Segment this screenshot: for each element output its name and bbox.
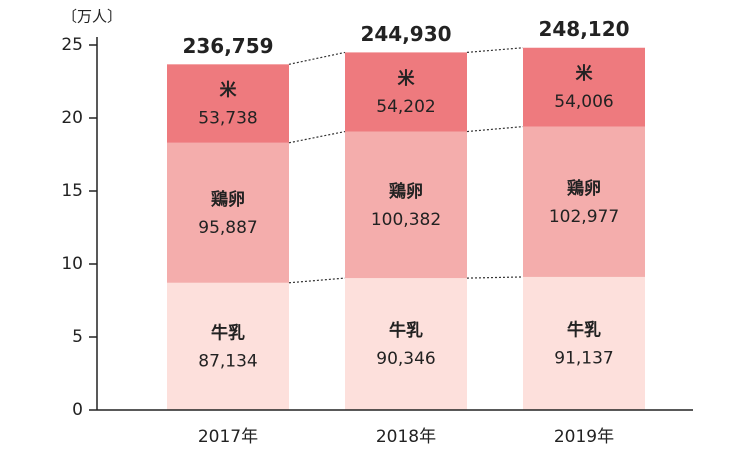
- connector: [288, 130, 346, 144]
- connector: [466, 276, 524, 279]
- segment-value: 91,137: [554, 348, 613, 368]
- y-axis-label: 〔万人〕: [62, 8, 122, 26]
- bar-segment: [523, 276, 645, 410]
- segment-value: 54,202: [376, 97, 435, 117]
- total-label: 248,120: [538, 17, 629, 41]
- bar-segment: [345, 278, 467, 410]
- segment-name: 米: [576, 63, 594, 84]
- segment-name: 牛乳: [389, 320, 423, 341]
- connector: [288, 51, 346, 65]
- connector: [288, 277, 346, 284]
- bar-segment: [523, 126, 645, 277]
- segment-value: 95,887: [198, 218, 257, 238]
- x-tick-label: 2018年: [376, 427, 436, 447]
- bar-segment: [523, 47, 645, 127]
- bar-segment: [167, 282, 289, 410]
- segment-name: 牛乳: [211, 322, 245, 343]
- bar-segment: [345, 131, 467, 279]
- bar-segment: [167, 142, 289, 283]
- segment-value: 100,382: [371, 210, 441, 230]
- segment-value: 54,006: [554, 92, 613, 112]
- y-tick-label: 5: [72, 327, 83, 347]
- segment-name: 米: [398, 68, 416, 89]
- bar-segment: [345, 52, 467, 132]
- y-tick-label: 10: [61, 254, 83, 274]
- segment-name: 鶏卵: [211, 189, 245, 210]
- bar-segment: [167, 64, 289, 143]
- segment-value: 102,977: [549, 207, 619, 227]
- segment-value: 53,738: [198, 109, 257, 129]
- segment-value: 90,346: [376, 349, 435, 369]
- connector: [466, 47, 524, 54]
- segment-name: 鶏卵: [389, 181, 423, 202]
- segment-name: 牛乳: [567, 319, 601, 340]
- y-tick-label: 0: [72, 400, 83, 420]
- x-tick-label: 2017年: [198, 427, 258, 447]
- y-tick-label: 25: [61, 35, 83, 55]
- total-label: 244,930: [360, 22, 451, 46]
- y-tick-label: 15: [61, 181, 83, 201]
- segment-name: 米: [220, 80, 238, 101]
- total-label: 236,759: [182, 34, 273, 58]
- x-tick-label: 2019年: [554, 427, 614, 447]
- connector: [466, 125, 524, 133]
- segment-value: 87,134: [198, 351, 257, 371]
- y-tick-label: 20: [61, 108, 83, 128]
- segment-name: 鶏卵: [567, 178, 601, 199]
